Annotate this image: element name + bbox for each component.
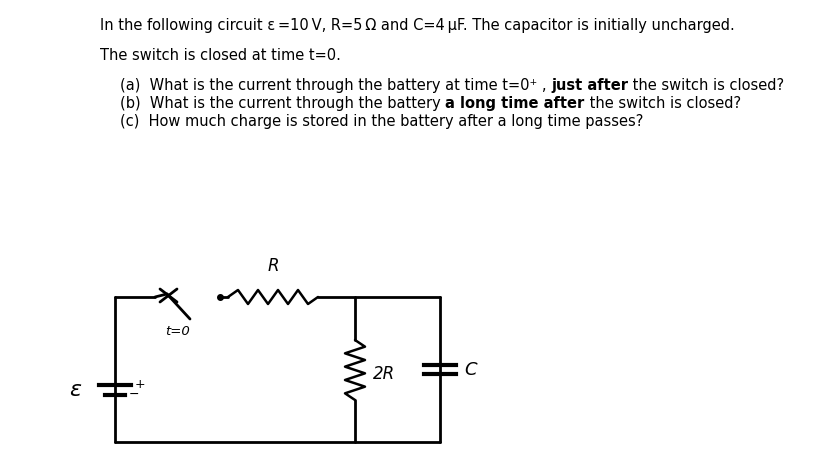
- Text: +: +: [135, 378, 146, 391]
- Text: In the following circuit ε =10 V, R=5 Ω and C=4 μF. The capacitor is initially u: In the following circuit ε =10 V, R=5 Ω …: [100, 18, 735, 33]
- Text: ε: ε: [69, 379, 81, 400]
- Text: −: −: [129, 388, 139, 401]
- Text: 2R: 2R: [373, 365, 395, 383]
- Text: a long time after: a long time after: [446, 96, 585, 111]
- Text: R: R: [267, 257, 279, 275]
- Text: The switch is closed at time t=0.: The switch is closed at time t=0.: [100, 48, 341, 63]
- Text: C: C: [464, 361, 476, 378]
- Text: the switch is closed?: the switch is closed?: [628, 78, 784, 93]
- Text: (c)  How much charge is stored in the battery after a long time passes?: (c) How much charge is stored in the bat…: [120, 114, 643, 129]
- Text: t=0: t=0: [165, 325, 190, 338]
- Text: the switch is closed?: the switch is closed?: [585, 96, 741, 111]
- Text: (a)  What is the current through the battery at time t=0⁺ ,: (a) What is the current through the batt…: [120, 78, 551, 93]
- Text: just after: just after: [551, 78, 628, 93]
- Text: (b)  What is the current through the battery: (b) What is the current through the batt…: [120, 96, 446, 111]
